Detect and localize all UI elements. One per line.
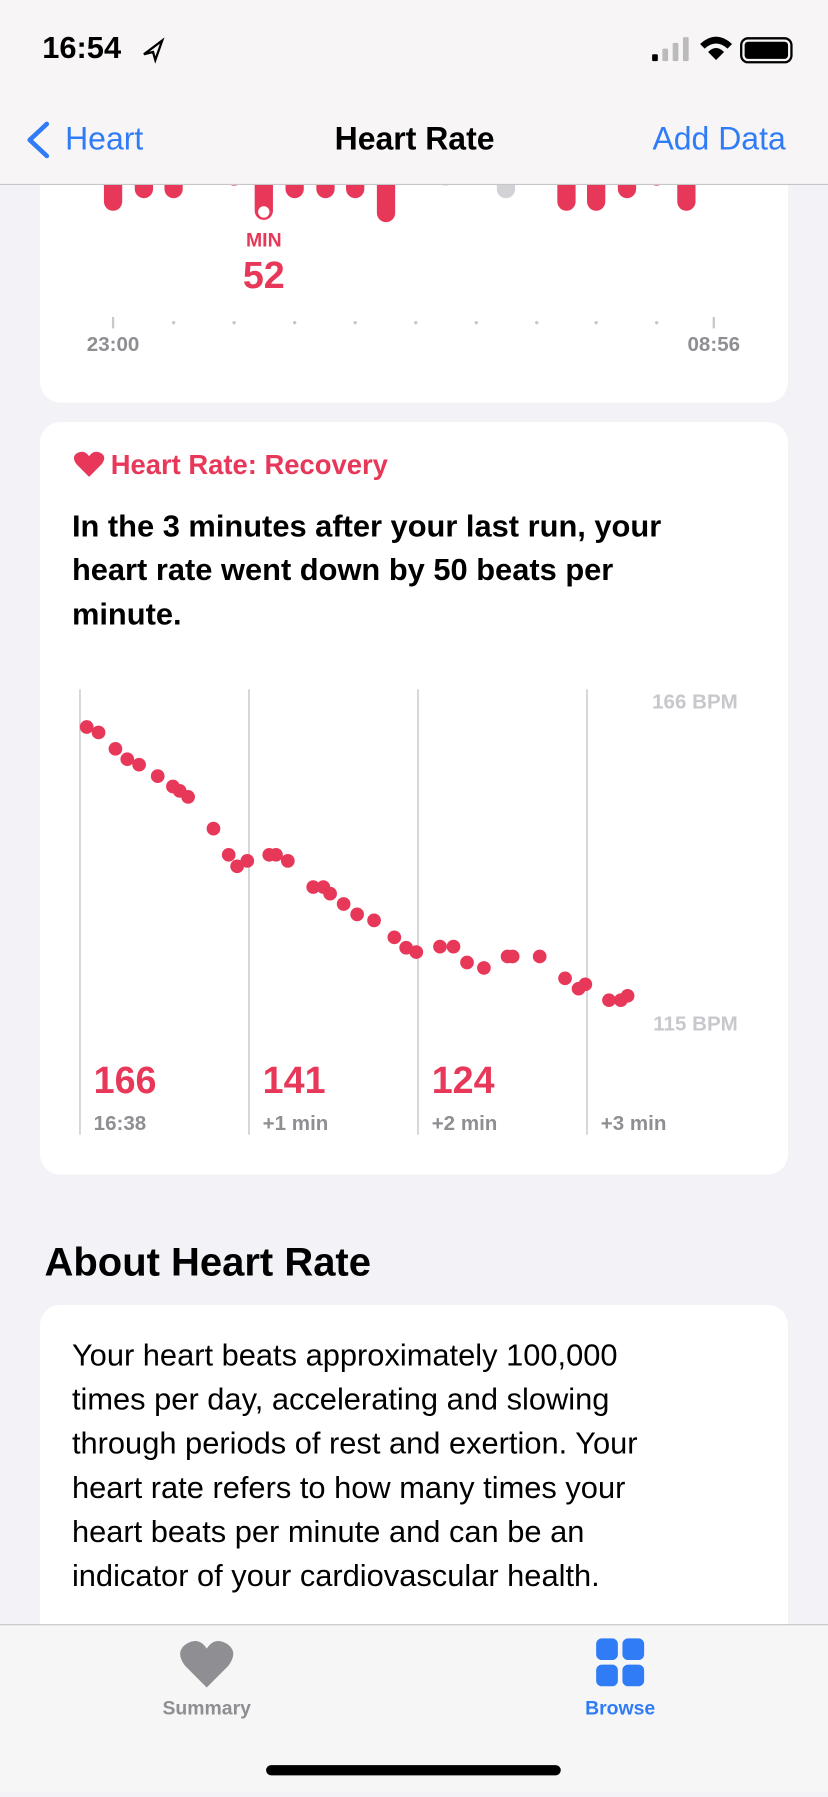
data-point [79,720,94,734]
about-line: heart beats per minute and can be an [72,1514,584,1549]
tab-browse[interactable]: Browse [585,1697,655,1719]
about-line: through periods of rest and exertion. Yo… [72,1426,638,1461]
location-icon [143,37,165,64]
tab-bar [0,1624,828,1792]
data-point [132,757,146,772]
data-point [558,971,572,986]
data-point [602,993,616,1008]
data-point [446,939,461,954]
about-line: times per day, accelerating and slowing [72,1382,610,1417]
data-point [620,988,635,1003]
data-point [350,907,365,922]
data-point [108,741,123,756]
data-point [367,913,381,928]
data-point [578,977,593,992]
browse-icon[interactable] [596,1638,645,1687]
section-heading: About Heart Rate [45,1240,371,1284]
data-point [532,949,547,964]
y-tick-label: 115 BPM [653,1012,738,1035]
status-time: 16:54 [42,30,121,65]
recovery-title: Heart Rate: Recovery [111,449,389,480]
x-tick-label: +3 min [601,1112,667,1135]
back-button[interactable]: Heart [65,121,143,157]
min-label: MIN [246,230,282,252]
data-point [120,752,135,767]
x-tick-label: 16:38 [94,1112,147,1135]
min-marker [258,206,270,218]
about-card [39,1304,789,1648]
data-point [221,847,236,862]
data-point [433,939,447,954]
data-point [150,769,165,784]
data-point [306,880,321,894]
wifi-icon [700,36,733,61]
y-tick-label: 166 BPM [652,690,738,713]
summary-line: heart rate went down by 50 beats per [72,552,613,587]
add-data-button[interactable]: Add Data [652,121,786,157]
about-line: indicator of your cardiovascular health. [72,1558,600,1593]
data-point [91,725,106,740]
data-point [460,955,474,970]
data-point [505,949,520,964]
summary-line: minute. [72,596,182,631]
data-point [181,790,195,804]
battery-icon [740,37,793,64]
x-start: 23:00 [87,333,140,356]
x-end: 08:56 [688,333,741,356]
data-point [206,821,221,836]
battery-level [744,41,789,59]
data-point [477,961,491,975]
about-line: heart rate refers to how many times your [72,1470,625,1505]
signal-icon [652,37,689,62]
about-line: Your heart beats approximately 100,000 [72,1338,618,1373]
data-point [323,886,337,901]
heart-icon [73,451,105,477]
data-point [230,859,244,874]
x-tick-label: +1 min [263,1112,329,1135]
data-point [409,945,424,959]
minute-value: 166 [94,1059,157,1101]
x-tick-label: +2 min [432,1112,498,1135]
minute-value: 124 [432,1059,495,1101]
nav-bar [0,0,828,185]
axis [111,316,715,329]
data-point [240,853,255,868]
recovery-chart: 16:38 +1 min +2 min +3 min 166 141 124 166 BPM 1… [79,689,738,1135]
back-chevron[interactable] [27,121,50,159]
tab-summary[interactable]: Summary [162,1697,251,1719]
about-text: Your heart beats approximately 100,000 ti… [72,1338,638,1593]
summary-icon[interactable] [180,1640,234,1688]
recovery-card [39,422,789,1175]
data-point [280,853,295,868]
data-point [269,847,283,862]
axis-dots [171,320,659,325]
home-indicator [266,1765,561,1776]
minute-value: 141 [263,1059,326,1101]
summary-line: In the 3 minutes after your last run, yo… [72,508,661,543]
data-point [387,930,402,945]
nav-title: Heart Rate [335,121,495,157]
min-value: 52 [243,254,285,296]
data-point [336,897,351,911]
